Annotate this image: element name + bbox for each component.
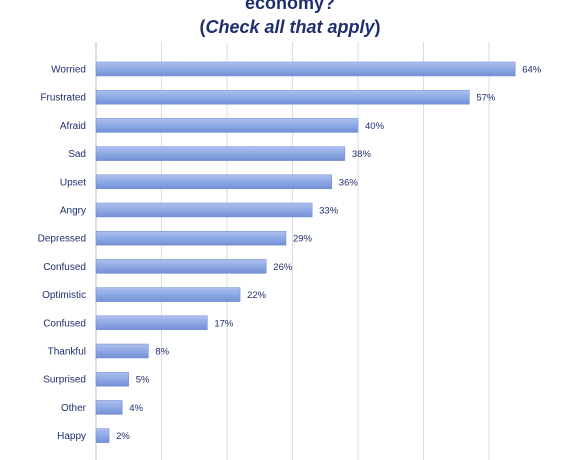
bar (95, 202, 313, 218)
category-label: Upset (60, 177, 86, 188)
data-label: 40% (365, 121, 385, 132)
bar (95, 371, 129, 387)
category-label: Angry (60, 206, 86, 217)
bar (95, 174, 333, 190)
category-label: Other (61, 403, 87, 414)
bar (95, 343, 149, 359)
category-label: Surprised (43, 375, 86, 386)
bar (95, 230, 287, 246)
bar (95, 146, 346, 161)
chart-title-line2: (Check all that apply) (0, 17, 580, 38)
bar (95, 400, 123, 415)
bar (95, 287, 241, 302)
data-label: 4% (129, 403, 143, 414)
data-label: 57% (476, 93, 496, 104)
data-label: 29% (293, 234, 313, 245)
category-label: Happy (57, 431, 86, 442)
bar (95, 89, 470, 105)
data-label: 8% (155, 347, 169, 358)
data-label: 64% (522, 65, 542, 76)
bar (95, 61, 516, 77)
bar (95, 118, 359, 133)
category-label: Confused (43, 318, 86, 329)
category-label: Frustrated (40, 93, 86, 104)
data-label: 26% (273, 262, 293, 273)
title-close-paren: ) (374, 17, 381, 37)
data-label: 17% (214, 318, 234, 329)
bar (95, 428, 110, 443)
category-label: Worried (51, 65, 86, 76)
data-label: 33% (319, 206, 339, 217)
category-label: Sad (68, 149, 86, 160)
category-label: Confused (43, 262, 86, 273)
bar (95, 259, 267, 274)
bar (95, 315, 208, 331)
data-label: 2% (116, 431, 130, 442)
data-label: 5% (136, 375, 150, 386)
data-label: 36% (339, 177, 359, 188)
category-label: Optimistic (42, 290, 86, 301)
chart-title-line1: economy? (244, 0, 336, 13)
category-label: Afraid (60, 121, 86, 132)
data-label: 38% (352, 149, 372, 160)
data-label: 22% (247, 290, 267, 301)
title-open-paren: ( (199, 17, 206, 37)
category-label: Depressed (38, 234, 86, 245)
category-label: Thankful (48, 347, 86, 358)
title-italic-text: Check all that apply (205, 17, 375, 37)
